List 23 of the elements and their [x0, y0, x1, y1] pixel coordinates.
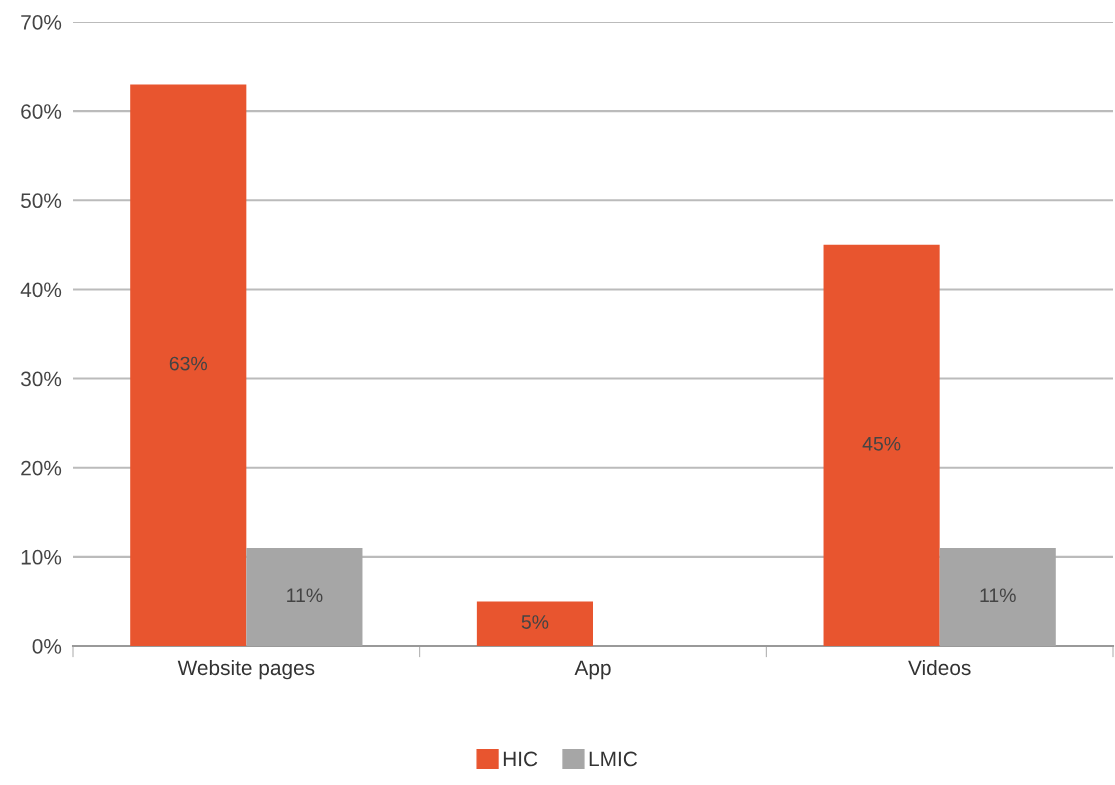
legend-label: LMIC [589, 751, 638, 767]
y-tick-label: 40% [20, 282, 62, 298]
legend-label: HIC [503, 751, 538, 767]
bar [130, 84, 247, 646]
y-tick-label: 30% [20, 371, 62, 387]
y-tick-label: 0% [32, 639, 62, 654]
data-label: 11% [980, 588, 1016, 603]
y-tick-label: 60% [21, 104, 62, 119]
y-tick-label: 20% [21, 460, 62, 476]
bar [939, 547, 1056, 646]
x-tick-label: App [574, 660, 611, 680]
data-label: 45% [862, 436, 901, 451]
bar [476, 601, 593, 646]
y-tick-label: 10% [21, 549, 62, 565]
data-label: 11% [287, 588, 323, 603]
y-tick-label: 50% [21, 193, 62, 209]
x-tick-label: Videos [908, 659, 971, 676]
bar [823, 244, 940, 646]
data-label: 63% [169, 356, 208, 371]
y-tick-label: 70% [21, 15, 62, 30]
data-label: 5% [521, 615, 549, 629]
x-tick-label: Website pages [177, 659, 315, 680]
bar [246, 547, 363, 646]
